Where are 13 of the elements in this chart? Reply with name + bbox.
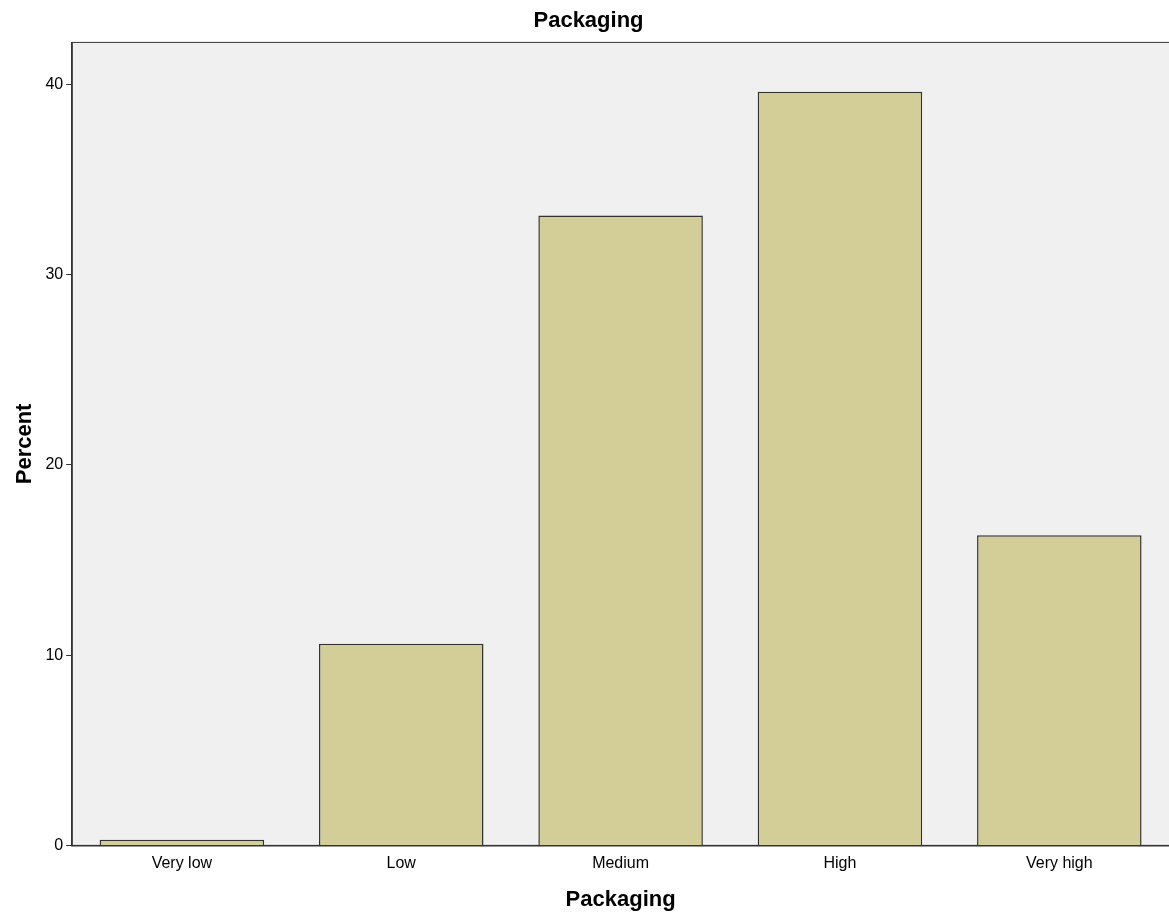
x-tick-label: Very high — [1025, 854, 1093, 872]
x-axis-title: Packaging — [565, 885, 676, 911]
y-tick-label: 20 — [45, 455, 64, 473]
y-tick-label: 0 — [54, 835, 64, 853]
x-tick-label: Low — [386, 854, 417, 872]
y-tick-label: 30 — [45, 264, 64, 282]
y-tick-label: 40 — [45, 74, 64, 92]
y-tick-label: 10 — [45, 645, 64, 663]
x-tick-label: High — [823, 854, 857, 872]
chart-title: Packaging — [533, 7, 644, 33]
x-tick-label: Medium — [592, 854, 650, 872]
y-axis-title: Percent — [11, 402, 37, 485]
x-tick-label: Very low — [151, 854, 213, 872]
